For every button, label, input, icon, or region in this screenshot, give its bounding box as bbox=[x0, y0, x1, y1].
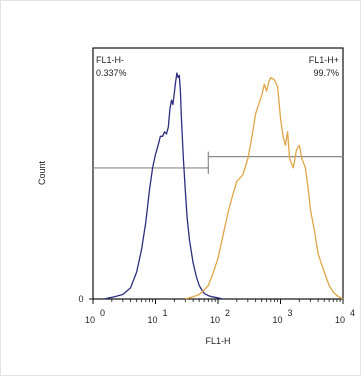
gate-positive-percent: 99.7% bbox=[313, 68, 339, 78]
gate-negative-percent: 0.337% bbox=[96, 68, 127, 78]
x-axis-ticks bbox=[89, 298, 344, 304]
histogram-curves bbox=[103, 72, 344, 300]
x-tick-exponent: 3 bbox=[288, 308, 293, 318]
gate-negative-name: FL1-H- bbox=[96, 55, 124, 65]
x-tick-label: 10 bbox=[272, 315, 282, 325]
x-tick-labels: 10 0 10 1 10 2 10 3 10 4 bbox=[85, 308, 355, 325]
gate-markers bbox=[93, 151, 343, 174]
gate-line-positive bbox=[207, 151, 343, 162]
x-tick-exponent: 0 bbox=[100, 308, 105, 318]
y-tick-label-0: 0 bbox=[78, 294, 83, 304]
histogram-series-2 bbox=[185, 76, 344, 300]
histogram-series-1 bbox=[103, 72, 224, 300]
x-tick-exponent: 1 bbox=[163, 308, 168, 318]
x-tick-label: 10 bbox=[147, 315, 157, 325]
x-axis-label: FL1-H bbox=[205, 336, 230, 346]
gate-positive-name: FL1-H+ bbox=[309, 55, 339, 65]
gate-line-negative bbox=[93, 161, 209, 174]
x-tick-label: 10 bbox=[85, 315, 95, 325]
x-tick-label: 10 bbox=[335, 315, 345, 325]
y-axis-label: Count bbox=[37, 161, 47, 186]
x-tick-exponent: 2 bbox=[225, 308, 230, 318]
x-tick-label: 10 bbox=[210, 315, 220, 325]
x-tick-exponent: 4 bbox=[350, 308, 355, 318]
